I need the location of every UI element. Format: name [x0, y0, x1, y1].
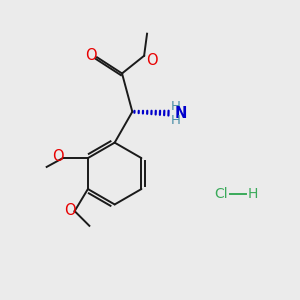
- Text: H: H: [248, 187, 258, 201]
- Text: N: N: [174, 106, 187, 121]
- Text: H: H: [171, 114, 181, 127]
- Text: O: O: [146, 53, 158, 68]
- Text: O: O: [64, 203, 76, 218]
- Text: Cl: Cl: [214, 187, 227, 201]
- Text: H: H: [171, 100, 181, 113]
- Text: O: O: [52, 149, 64, 164]
- Text: O: O: [85, 48, 96, 63]
